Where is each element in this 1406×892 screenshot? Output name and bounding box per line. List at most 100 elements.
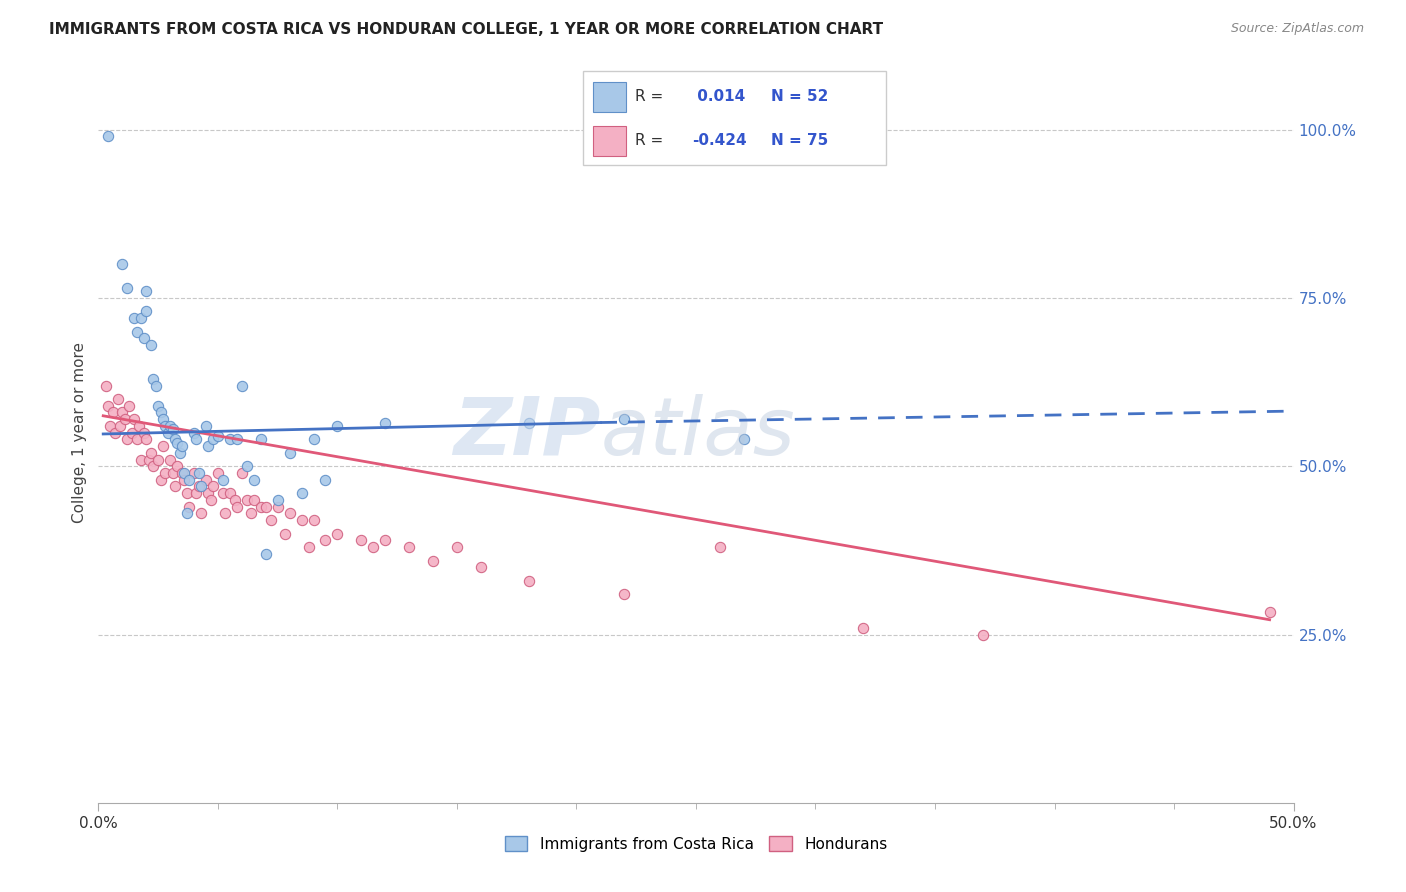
Point <box>195 473 218 487</box>
Point <box>274 526 297 541</box>
Point <box>374 533 396 548</box>
Point <box>97 399 120 413</box>
Point <box>115 433 138 447</box>
Text: IMMIGRANTS FROM COSTA RICA VS HONDURAN COLLEGE, 1 YEAR OR MORE CORRELATION CHART: IMMIGRANTS FROM COSTA RICA VS HONDURAN C… <box>49 22 883 37</box>
Point <box>195 418 218 433</box>
Point <box>200 492 222 507</box>
Point <box>159 418 181 433</box>
Legend: Immigrants from Costa Rica, Hondurans: Immigrants from Costa Rica, Hondurans <box>499 830 893 858</box>
Point <box>94 378 117 392</box>
FancyBboxPatch shape <box>583 71 886 165</box>
Bar <box>592 126 626 156</box>
Point <box>211 473 233 487</box>
Point <box>118 399 141 413</box>
Point <box>187 479 209 493</box>
Point <box>107 392 129 406</box>
Point <box>302 433 325 447</box>
Point <box>267 500 290 514</box>
Point <box>517 416 540 430</box>
Point <box>149 405 172 419</box>
Point <box>142 372 165 386</box>
Text: N = 52: N = 52 <box>770 89 828 104</box>
Point <box>115 281 138 295</box>
Point <box>226 433 249 447</box>
Point <box>250 500 273 514</box>
Point <box>125 325 148 339</box>
Point <box>422 553 444 567</box>
Point <box>291 486 314 500</box>
Point <box>613 412 636 426</box>
Point <box>219 433 242 447</box>
Point <box>125 433 148 447</box>
Point <box>108 418 131 433</box>
Point <box>179 473 201 487</box>
Point <box>250 433 273 447</box>
Point <box>114 412 136 426</box>
Point <box>226 500 249 514</box>
Point <box>207 429 229 443</box>
Point <box>709 540 731 554</box>
Point <box>202 479 225 493</box>
Point <box>156 425 179 440</box>
Point <box>155 418 177 433</box>
Point <box>350 533 373 548</box>
Point <box>517 574 540 588</box>
Point <box>211 486 233 500</box>
Point <box>398 540 420 554</box>
Point <box>231 466 253 480</box>
Point <box>315 473 337 487</box>
Point <box>124 311 146 326</box>
Text: R =: R = <box>636 133 668 148</box>
Point <box>235 492 257 507</box>
Point <box>169 446 191 460</box>
Point <box>159 452 181 467</box>
Point <box>278 507 301 521</box>
Point <box>173 473 195 487</box>
Text: atlas: atlas <box>600 393 796 472</box>
Point <box>139 446 162 460</box>
Text: -0.424: -0.424 <box>692 133 747 148</box>
Y-axis label: College, 1 year or more: College, 1 year or more <box>72 343 87 523</box>
Point <box>172 466 194 480</box>
Point <box>202 433 225 447</box>
Point <box>135 304 157 318</box>
Point <box>166 435 188 450</box>
Point <box>183 425 205 440</box>
Point <box>183 466 205 480</box>
Point <box>219 486 242 500</box>
Point <box>139 338 162 352</box>
Point <box>135 433 157 447</box>
Point <box>186 486 208 500</box>
Point <box>124 412 146 426</box>
Point <box>254 547 277 561</box>
Point <box>172 439 194 453</box>
Point <box>132 425 155 440</box>
Point <box>190 479 212 493</box>
Point <box>207 466 229 480</box>
Point <box>128 418 150 433</box>
Point <box>446 540 468 554</box>
Point <box>145 378 167 392</box>
Text: R =: R = <box>636 89 668 104</box>
Point <box>259 513 281 527</box>
Bar <box>592 82 626 112</box>
Point <box>111 257 134 271</box>
Point <box>231 378 253 392</box>
Point <box>138 452 160 467</box>
Point <box>470 560 492 574</box>
Point <box>131 452 153 467</box>
Point <box>176 486 198 500</box>
Text: ZIP: ZIP <box>453 393 600 472</box>
Point <box>326 526 349 541</box>
Point <box>852 621 875 635</box>
Point <box>291 513 314 527</box>
Point <box>972 627 994 641</box>
Point <box>733 433 755 447</box>
Point <box>152 412 174 426</box>
Point <box>155 466 177 480</box>
Point <box>148 399 170 413</box>
Point <box>132 331 155 345</box>
Point <box>267 492 290 507</box>
Point <box>163 433 186 447</box>
Point <box>613 587 636 601</box>
